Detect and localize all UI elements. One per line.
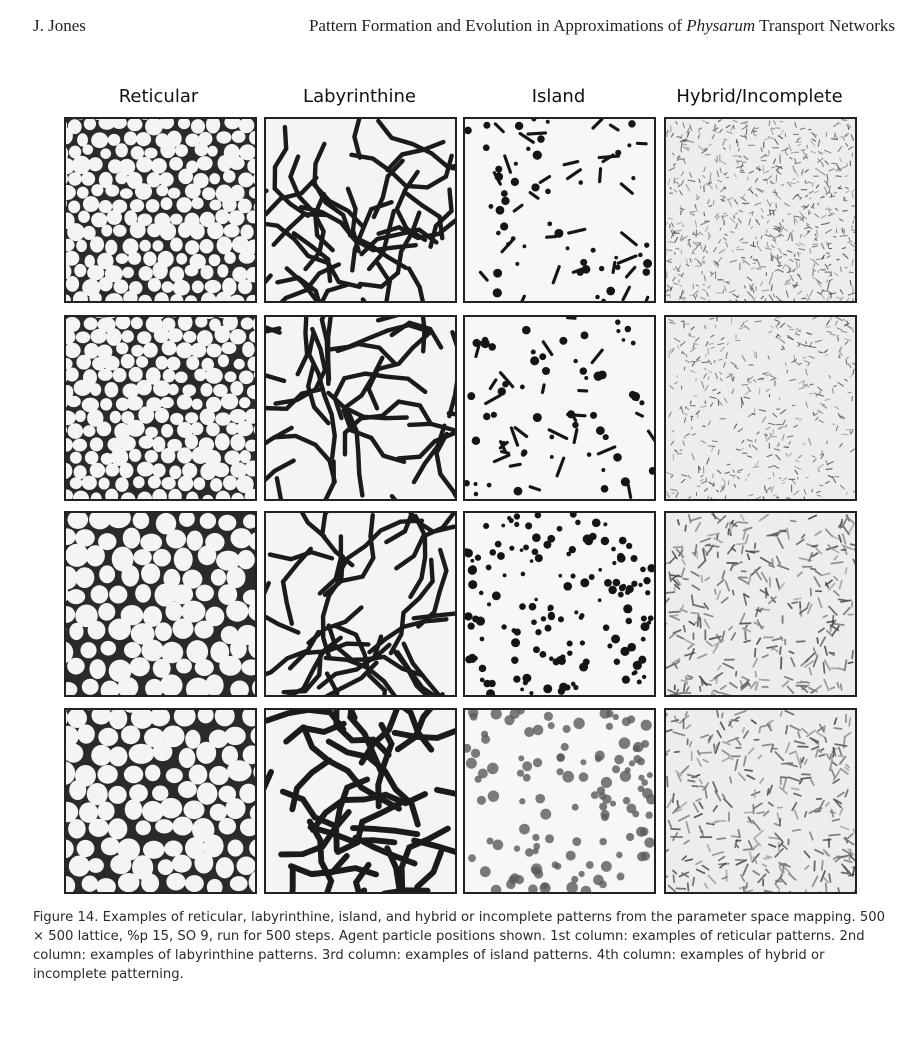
pattern-image (666, 710, 855, 892)
pattern-panel (264, 315, 457, 501)
figure-label: Figure 14. (33, 910, 99, 925)
column-header-labyrinthine: Labyrinthine (303, 86, 416, 107)
title-part: Pattern Formation and Evolution in Appro… (308, 16, 687, 35)
pattern-panel (264, 708, 457, 894)
pattern-image (66, 317, 255, 499)
pattern-panel (64, 708, 257, 894)
column-headers: Reticular Labyrinthine Island Hybrid/Inc… (62, 86, 859, 110)
running-head-author: J. Jones (33, 16, 86, 35)
pattern-image (666, 119, 855, 301)
pattern-image (266, 317, 455, 499)
pattern-panel (264, 117, 457, 303)
pattern-panel (664, 117, 857, 303)
caption-text: Examples of reticular, labyrinthine, isl… (33, 910, 886, 982)
pattern-image (266, 513, 455, 695)
pattern-panel (463, 117, 656, 303)
running-head-title: Pattern Formation and Evolution in Appro… (309, 16, 895, 36)
pattern-panel (64, 117, 257, 303)
pattern-image (465, 317, 654, 499)
column-header-reticular: Reticular (118, 86, 199, 107)
pattern-panel (463, 708, 656, 894)
pattern-panel (463, 511, 656, 697)
pattern-image (666, 513, 855, 695)
pattern-panel (463, 315, 656, 501)
column-header-island: Island (531, 86, 586, 107)
running-head: J. Jones Pattern Formation and Evolution… (33, 16, 895, 42)
title-italic-part: Physarum (686, 16, 756, 35)
title-part-end: Transport Networks (755, 16, 895, 35)
pattern-image (66, 513, 255, 695)
pattern-panel (664, 315, 857, 501)
pattern-panel (664, 708, 857, 894)
pattern-image (66, 119, 255, 301)
pattern-image (666, 317, 855, 499)
pattern-image (465, 513, 654, 695)
pattern-image (465, 119, 654, 301)
pattern-panel (64, 315, 257, 501)
pattern-panel (64, 511, 257, 697)
pattern-image (266, 119, 455, 301)
column-header-hybrid: Hybrid/Incomplete (676, 86, 843, 107)
figure-caption: Figure 14. Examples of reticular, labyri… (33, 908, 895, 984)
pattern-panel (664, 511, 857, 697)
pattern-panel (264, 511, 457, 697)
pattern-image (66, 710, 255, 892)
pattern-image (465, 710, 654, 892)
pattern-image (266, 710, 455, 892)
